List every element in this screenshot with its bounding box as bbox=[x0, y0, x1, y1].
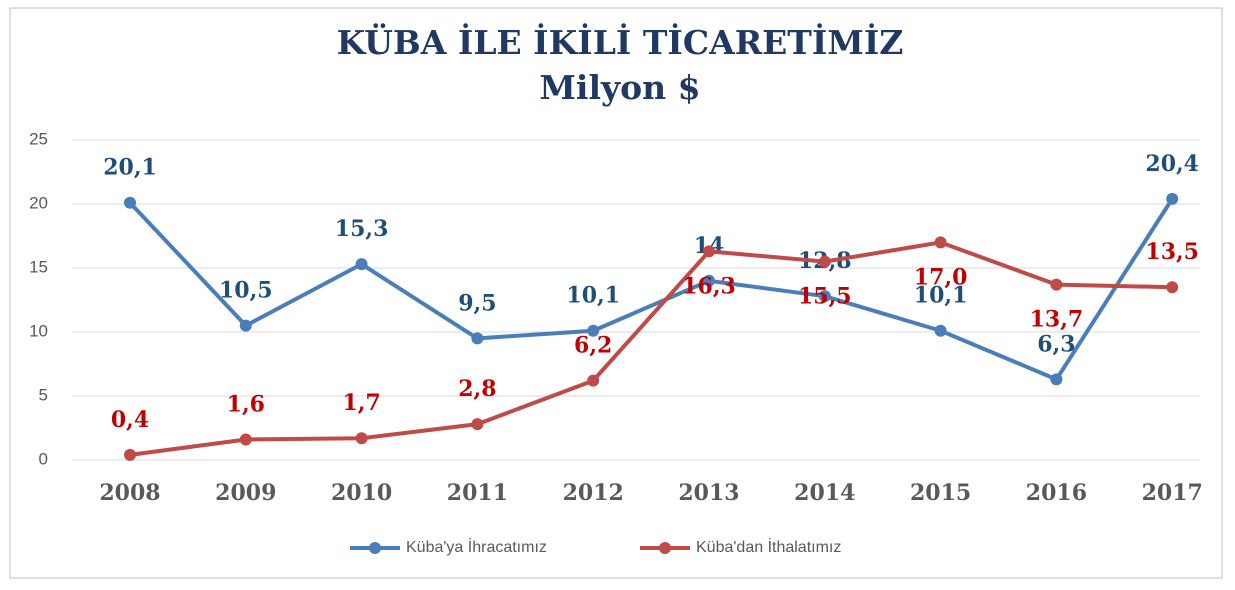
data-label: 10,1 bbox=[914, 283, 968, 309]
series-line bbox=[128, 197, 1174, 382]
x-tick-label: 2009 bbox=[215, 480, 276, 506]
data-label: 6,3 bbox=[1037, 331, 1075, 357]
x-tick-label: 2017 bbox=[1142, 480, 1203, 506]
x-tick-label: 2015 bbox=[910, 480, 971, 506]
data-label: 20,1 bbox=[103, 155, 157, 181]
legend-marker bbox=[659, 542, 671, 554]
data-point bbox=[355, 432, 368, 445]
y-tick-label: 15 bbox=[29, 257, 48, 276]
series-line bbox=[129, 240, 1173, 457]
y-tick-label: 0 bbox=[39, 449, 48, 468]
data-label: 17,0 bbox=[914, 264, 968, 290]
x-tick-label: 2016 bbox=[1026, 480, 1087, 506]
data-point bbox=[471, 418, 484, 431]
x-tick-label: 2014 bbox=[794, 480, 855, 506]
x-tick-label: 2010 bbox=[331, 480, 392, 506]
data-point bbox=[124, 196, 136, 209]
legend-label: Küba'dan İthalatımız bbox=[696, 537, 841, 556]
y-tick-label: 5 bbox=[39, 385, 48, 404]
data-point bbox=[818, 290, 831, 303]
data-label: 16,3 bbox=[682, 273, 736, 299]
data-label: 10,1 bbox=[566, 283, 620, 309]
data-label: 15,5 bbox=[798, 284, 852, 310]
x-tick-label: 2013 bbox=[678, 480, 739, 506]
data-label: 0,4 bbox=[111, 407, 149, 433]
x-tick-label: 2011 bbox=[447, 480, 508, 506]
chart-border bbox=[9, 7, 1223, 579]
data-point bbox=[1166, 281, 1179, 294]
data-point bbox=[1166, 192, 1179, 205]
data-label: 13,5 bbox=[1145, 239, 1199, 265]
data-point bbox=[124, 448, 136, 461]
data-point bbox=[239, 319, 252, 332]
data-point bbox=[934, 236, 947, 249]
chart-subtitle: Milyon $ bbox=[539, 68, 700, 107]
data-label: 15,3 bbox=[335, 216, 389, 242]
chart-title: KÜBA İLE İKİLİ TİCARETİMİZ bbox=[337, 22, 904, 62]
legend-label: Küba'ya İhracatımız bbox=[406, 537, 547, 556]
data-label: 6,2 bbox=[574, 333, 612, 359]
data-label: 2,8 bbox=[458, 376, 496, 402]
data-point bbox=[239, 433, 252, 446]
data-point bbox=[355, 258, 368, 271]
x-tick-label: 2012 bbox=[563, 480, 624, 506]
data-label: 9,5 bbox=[458, 290, 496, 316]
data-point bbox=[1050, 278, 1063, 291]
data-point bbox=[703, 245, 715, 258]
y-tick-label: 20 bbox=[29, 193, 48, 212]
x-tick-label: 2008 bbox=[99, 480, 160, 506]
data-point bbox=[1050, 373, 1063, 386]
data-point bbox=[818, 255, 831, 268]
data-point bbox=[587, 374, 600, 387]
data-label: 20,4 bbox=[1145, 151, 1199, 177]
legend-marker bbox=[369, 542, 381, 554]
data-label: 1,7 bbox=[342, 390, 380, 416]
data-label: 13,7 bbox=[1030, 307, 1084, 333]
y-tick-label: 10 bbox=[29, 321, 48, 340]
data-label: 10,5 bbox=[219, 278, 273, 304]
data-point bbox=[471, 332, 484, 345]
data-point bbox=[934, 324, 947, 337]
data-label: 1,6 bbox=[227, 392, 265, 418]
y-tick-label: 25 bbox=[29, 129, 48, 148]
data-point bbox=[703, 274, 715, 287]
data-point bbox=[587, 324, 600, 337]
